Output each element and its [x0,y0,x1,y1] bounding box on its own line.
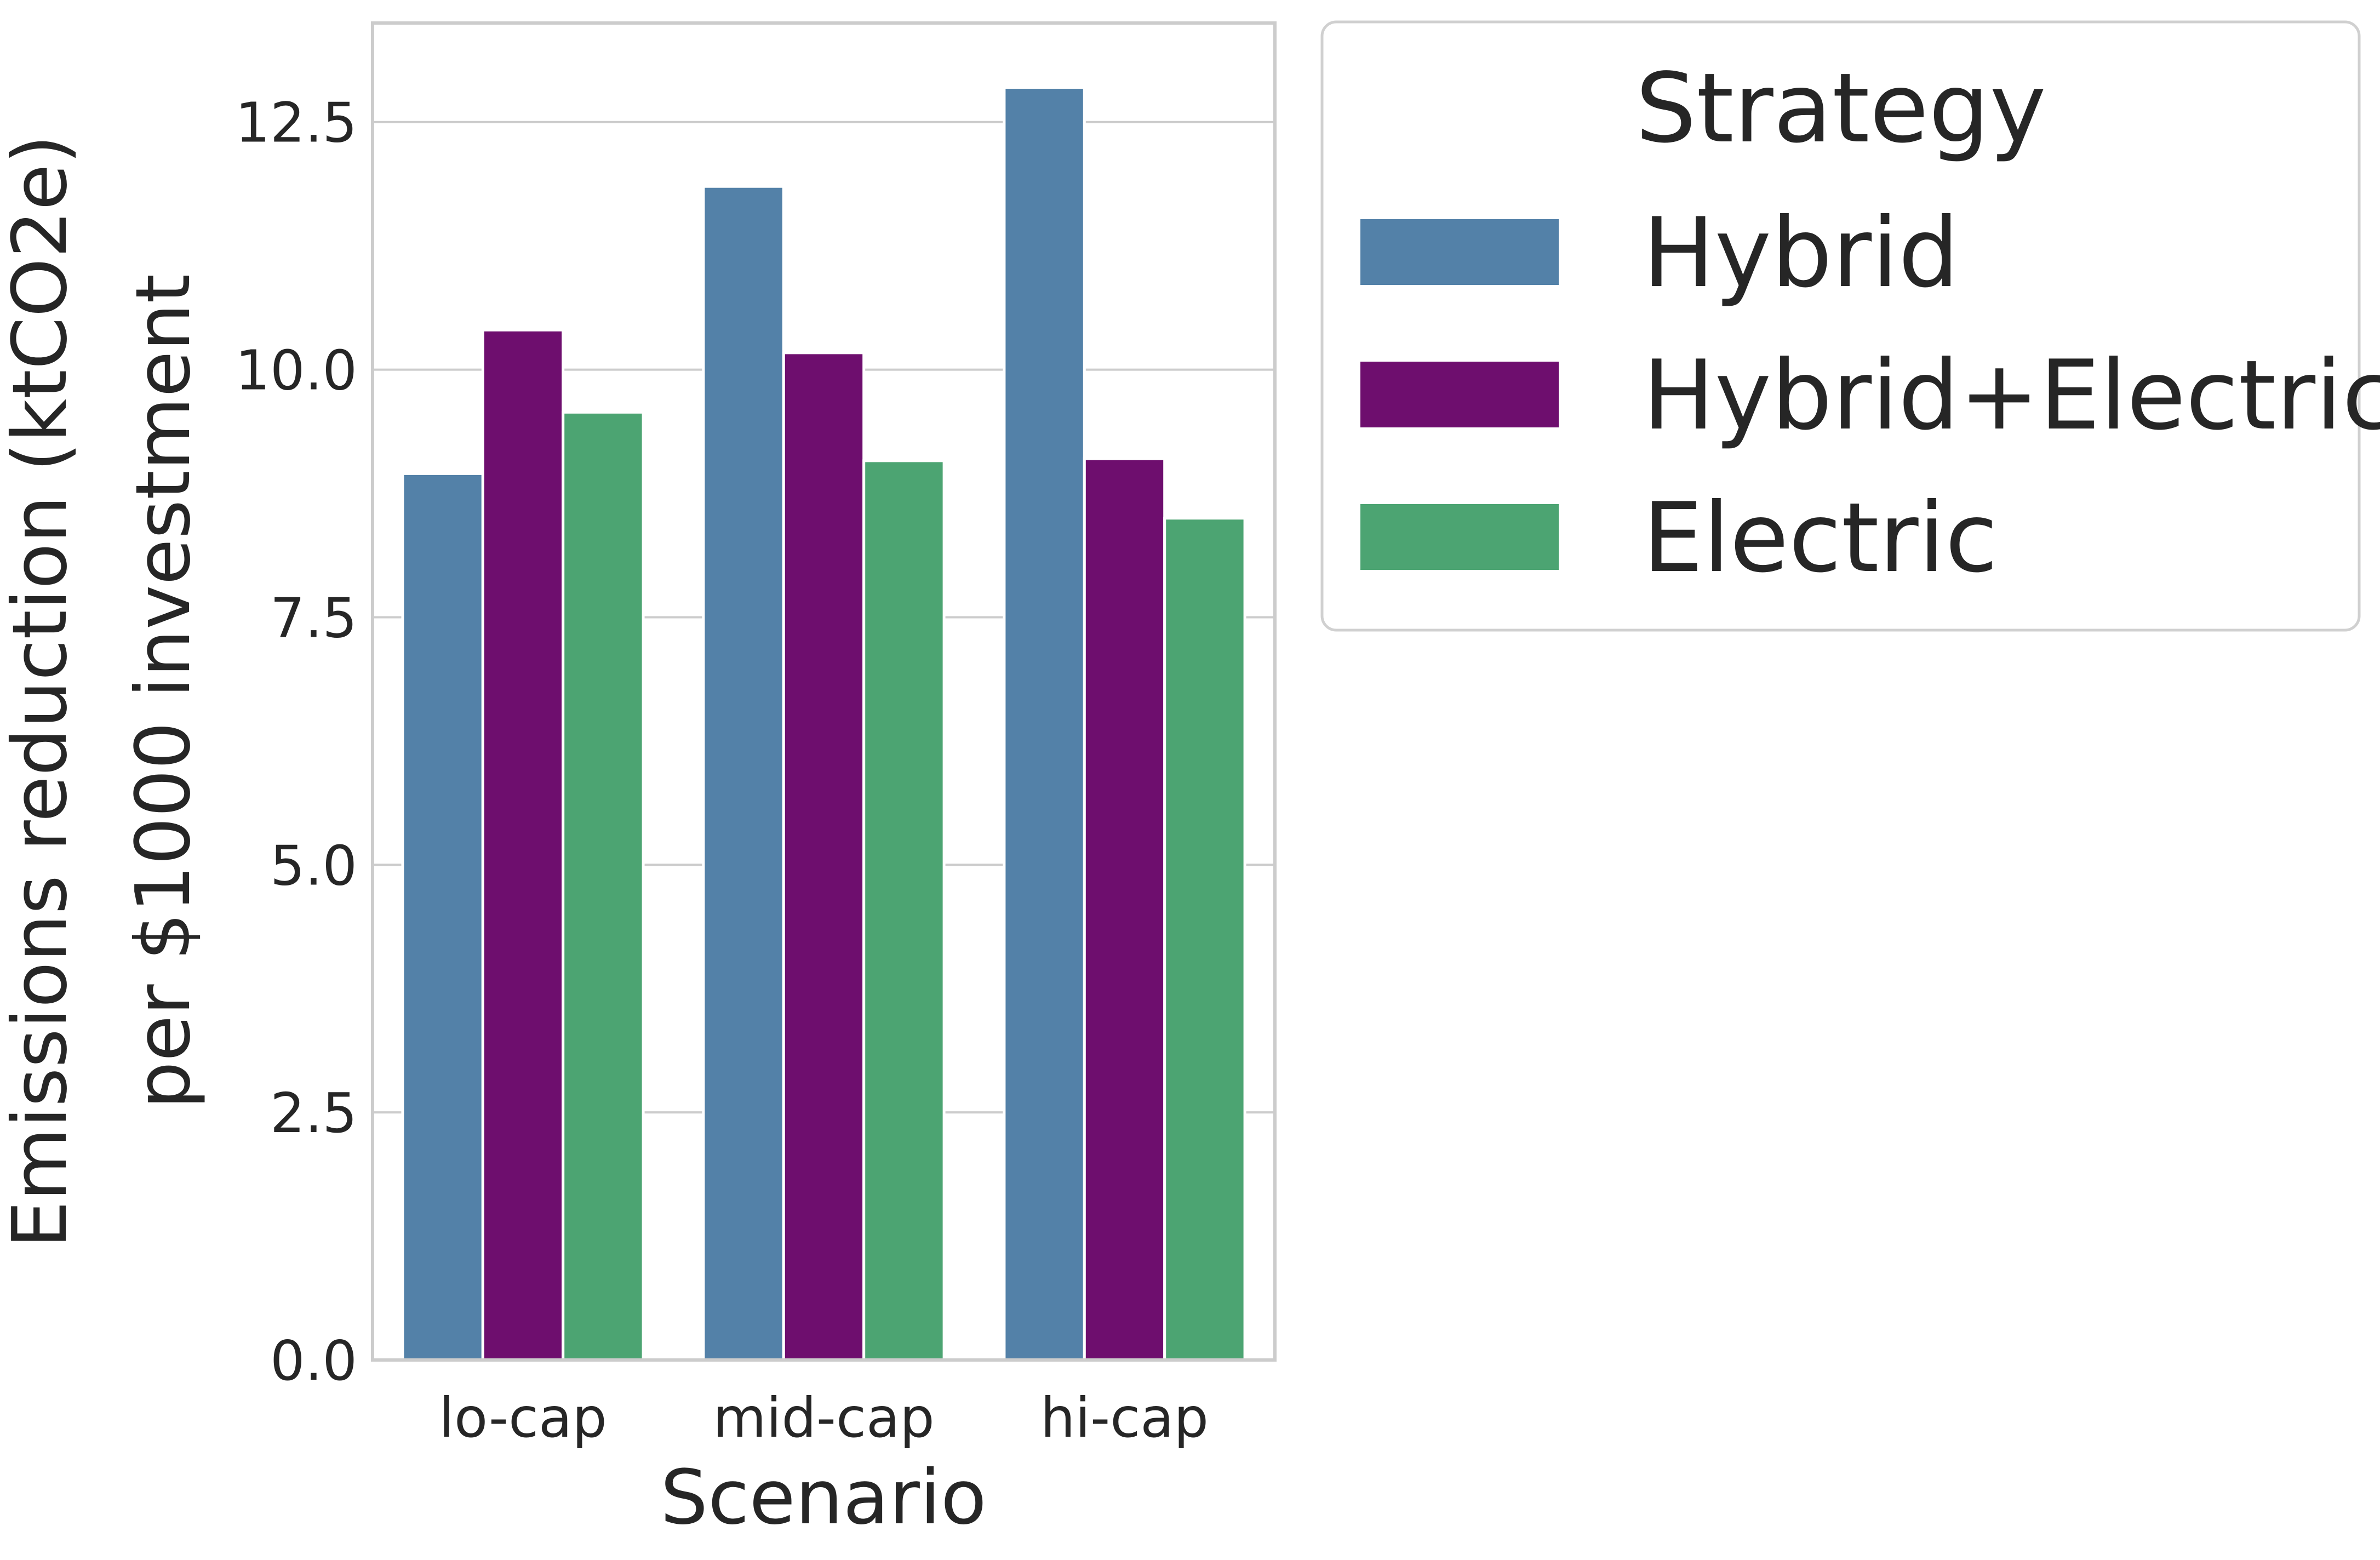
legend-swatch [1360,362,1559,427]
bar-mid-cap-hybrid-electric [782,351,866,1362]
y-tick-label: 7.5 [270,586,357,650]
bar-hi-cap-electric [1163,517,1246,1362]
legend-box [1320,20,2361,632]
x-tick-label: mid-cap [713,1386,935,1450]
y-tick-label: 2.5 [270,1081,357,1145]
x-tick-labels: lo-cap mid-cap hi-cap [439,1386,1209,1450]
legend-label: Electric [1643,483,1998,594]
y-tick-label: 5.0 [270,833,357,898]
x-axis-title: Scenario [660,1454,987,1541]
y-tick-label: 10.0 [235,339,357,403]
y-tick-labels: 0.0 2.5 5.0 7.5 10.0 12.5 [235,91,357,1393]
bar-lo-cap-electric [562,410,645,1362]
legend-swatch [1360,504,1559,570]
bar-mid-cap-hybrid [702,185,785,1362]
x-tick-label: hi-cap [1040,1386,1209,1450]
legend-label: Hybrid+Electric [1643,340,2380,452]
legend-swatch [1360,219,1559,285]
bars-group [401,85,1246,1362]
y-axis-title-line-1: Emissions reduction (ktCO2e) [0,135,84,1248]
bar-hi-cap-hybrid [1003,85,1086,1362]
legend-label: Hybrid [1643,198,1959,309]
x-tick-label: lo-cap [439,1386,607,1450]
bar-mid-cap-electric [862,459,946,1362]
y-tick-label: 12.5 [235,91,357,155]
plot-frame [371,21,1277,1362]
bar-lo-cap-hybrid-electric [481,328,565,1362]
y-axis-title: Emissions reduction (ktCO2e) per $1000 i… [0,135,207,1248]
y-axis-title-line-2: per $1000 investment [120,274,207,1109]
legend: Strategy Hybrid Hybrid+Electric Electric [1320,20,2380,632]
bar-hi-cap-hybrid-electric [1083,457,1166,1362]
bar-lo-cap-hybrid [401,472,484,1362]
legend-title: Strategy [1635,53,2046,164]
legend-items: Hybrid Hybrid+Electric Electric [1360,198,2380,594]
y-tick-label: 0.0 [270,1329,357,1393]
